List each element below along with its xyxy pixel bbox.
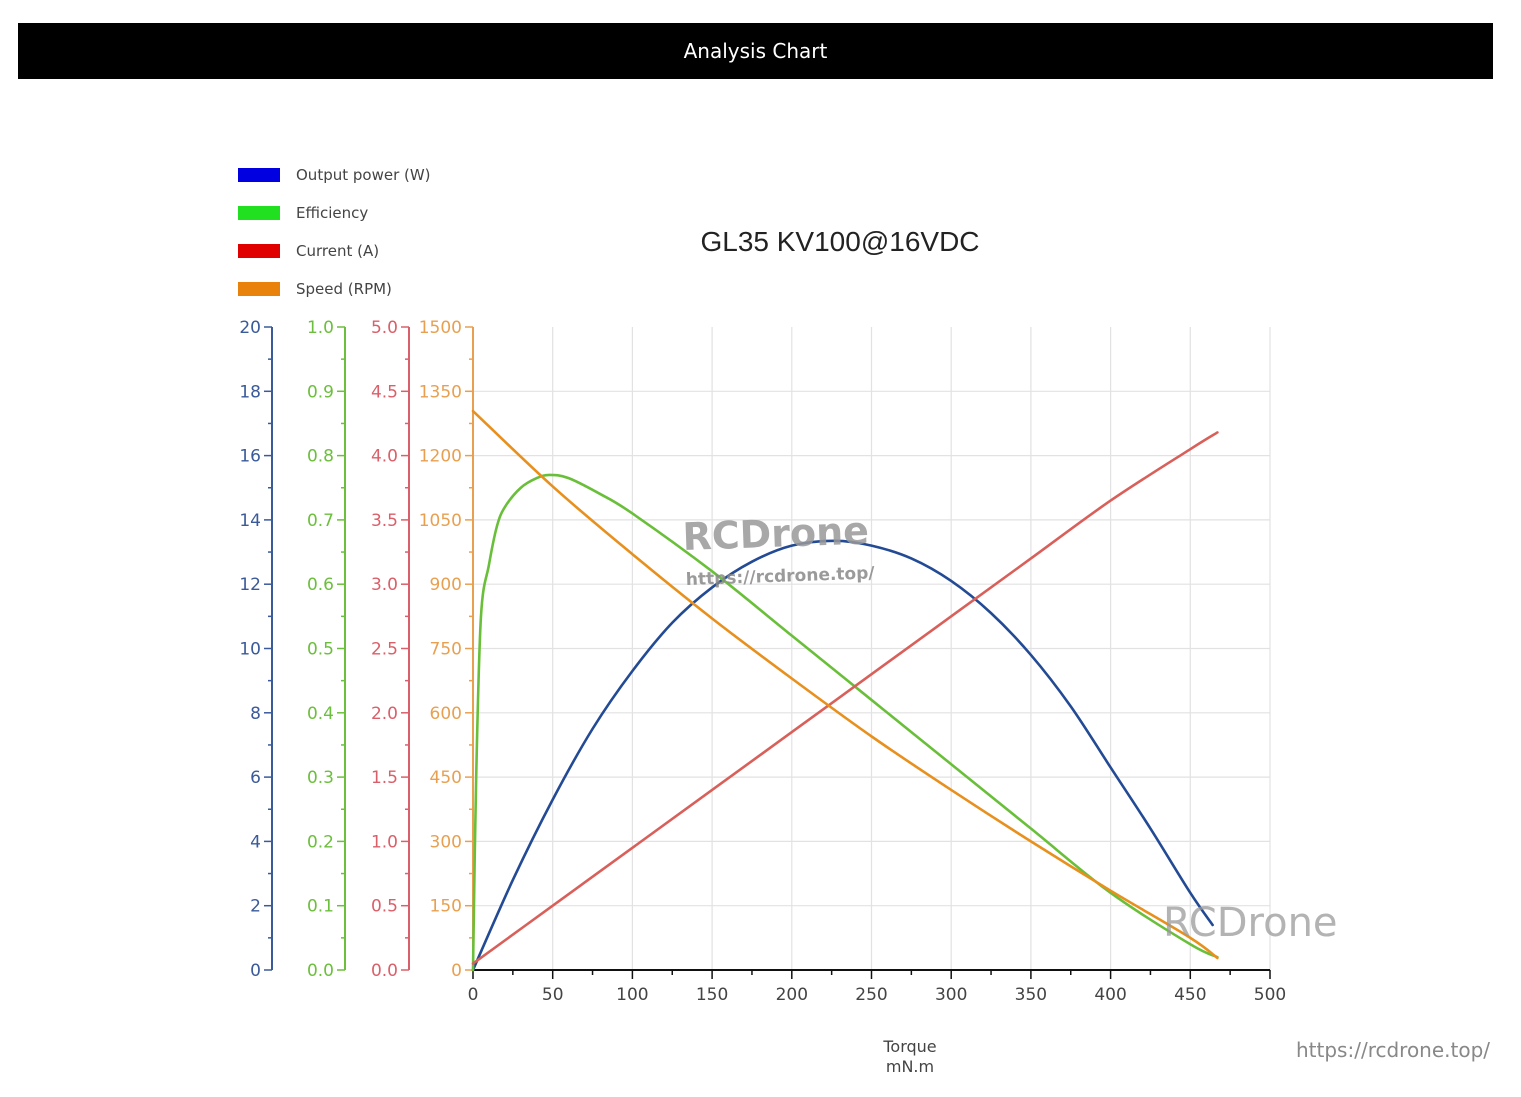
svg-text:5.0: 5.0 xyxy=(371,318,398,338)
svg-text:1200: 1200 xyxy=(419,447,462,467)
svg-text:200: 200 xyxy=(776,985,808,1005)
svg-text:1.0: 1.0 xyxy=(307,318,334,338)
svg-text:0.7: 0.7 xyxy=(307,511,334,531)
svg-text:14: 14 xyxy=(239,511,261,531)
header-title: Analysis Chart xyxy=(683,39,828,63)
svg-text:RCDrone: RCDrone xyxy=(682,509,870,559)
legend-swatch-orange xyxy=(238,282,280,296)
svg-text:16: 16 xyxy=(239,447,261,467)
svg-text:900: 900 xyxy=(430,575,462,595)
svg-text:0.4: 0.4 xyxy=(307,704,334,724)
svg-text:0.5: 0.5 xyxy=(307,640,334,660)
svg-text:0: 0 xyxy=(451,961,462,981)
svg-text:20: 20 xyxy=(239,318,261,338)
header-bar: Analysis Chart xyxy=(18,23,1493,79)
legend-swatch-green xyxy=(238,206,280,220)
svg-text:150: 150 xyxy=(696,985,728,1005)
legend-item-speed: Speed (RPM) xyxy=(238,270,431,308)
svg-text:100: 100 xyxy=(616,985,648,1005)
svg-text:1.5: 1.5 xyxy=(371,768,398,788)
svg-text:450: 450 xyxy=(1174,985,1206,1005)
svg-text:0.0: 0.0 xyxy=(307,961,334,981)
x-axis: 0 50 100 150 200 250 300 350 400 450 500 xyxy=(468,969,1286,1005)
chart-legend: Output power (W) Efficiency Current (A) … xyxy=(238,156,431,308)
svg-text:50: 50 xyxy=(542,985,564,1005)
legend-item-output-power: Output power (W) xyxy=(238,156,431,194)
legend-label: Speed (RPM) xyxy=(296,280,392,298)
svg-text:0.0: 0.0 xyxy=(371,961,398,981)
y-axes: 0 2 4 6 8 10 12 14 16 18 20 0.0 0.1 0.2 0.3 0.4 0.5 0.6 0.… xyxy=(239,318,474,981)
svg-text:250: 250 xyxy=(855,985,887,1005)
svg-text:6: 6 xyxy=(250,768,261,788)
svg-text:0: 0 xyxy=(468,985,479,1005)
series-line xyxy=(471,431,1219,965)
svg-text:10: 10 xyxy=(239,640,261,660)
svg-text:300: 300 xyxy=(935,985,967,1005)
svg-text:600: 600 xyxy=(430,704,462,724)
legend-label: Efficiency xyxy=(296,204,369,222)
grid-lines xyxy=(473,327,1271,970)
svg-text:0.9: 0.9 xyxy=(307,382,334,402)
svg-text:0.8: 0.8 xyxy=(307,447,334,467)
series-line xyxy=(471,409,1219,960)
svg-text:0.6: 0.6 xyxy=(307,575,334,595)
svg-text:0.5: 0.5 xyxy=(371,897,398,917)
x-axis-label: Torque mN.m xyxy=(860,1037,960,1077)
svg-text:1050: 1050 xyxy=(419,511,462,531)
svg-text:3.5: 3.5 xyxy=(371,511,398,531)
svg-text:12: 12 xyxy=(239,575,261,595)
footer-url: https://rcdrone.top/ xyxy=(1296,1038,1491,1062)
svg-text:450: 450 xyxy=(430,768,462,788)
svg-text:400: 400 xyxy=(1094,985,1126,1005)
svg-text:4.5: 4.5 xyxy=(371,382,398,402)
svg-text:500: 500 xyxy=(1254,985,1286,1005)
svg-text:3.0: 3.0 xyxy=(371,575,398,595)
svg-text:2.5: 2.5 xyxy=(371,640,398,660)
series-line xyxy=(471,539,1214,972)
series-line xyxy=(471,473,1219,972)
legend-label: Output power (W) xyxy=(296,166,431,184)
legend-item-current: Current (A) xyxy=(238,232,431,270)
data-series xyxy=(471,409,1219,972)
svg-text:0.3: 0.3 xyxy=(307,768,334,788)
svg-text:350: 350 xyxy=(1015,985,1047,1005)
svg-text:RCDrone: RCDrone xyxy=(1163,900,1338,946)
svg-text:4.0: 4.0 xyxy=(371,447,398,467)
legend-swatch-red xyxy=(238,244,280,258)
legend-label: Current (A) xyxy=(296,242,380,260)
watermark: RCDrone https://rcdrone.top/RCDrone xyxy=(682,509,1338,946)
svg-text:18: 18 xyxy=(239,382,261,402)
svg-text:https://rcdrone.top/: https://rcdrone.top/ xyxy=(685,563,875,590)
svg-text:1350: 1350 xyxy=(419,382,462,402)
svg-text:0.2: 0.2 xyxy=(307,832,334,852)
svg-text:150: 150 xyxy=(430,897,462,917)
svg-text:0.1: 0.1 xyxy=(307,897,334,917)
legend-swatch-blue xyxy=(238,168,280,182)
svg-text:0: 0 xyxy=(250,961,261,981)
chart-title: GL35 KV100@16VDC xyxy=(700,226,980,257)
svg-text:4: 4 xyxy=(250,832,261,852)
svg-text:1.0: 1.0 xyxy=(371,832,398,852)
svg-text:8: 8 xyxy=(250,704,261,724)
svg-text:2.0: 2.0 xyxy=(371,704,398,724)
svg-text:750: 750 xyxy=(430,640,462,660)
x-axis-label-line1: Torque xyxy=(883,1037,937,1056)
svg-text:1500: 1500 xyxy=(419,318,462,338)
svg-text:2: 2 xyxy=(250,897,261,917)
legend-item-efficiency: Efficiency xyxy=(238,194,431,232)
svg-text:300: 300 xyxy=(430,832,462,852)
x-axis-label-line2: mN.m xyxy=(885,1057,935,1076)
